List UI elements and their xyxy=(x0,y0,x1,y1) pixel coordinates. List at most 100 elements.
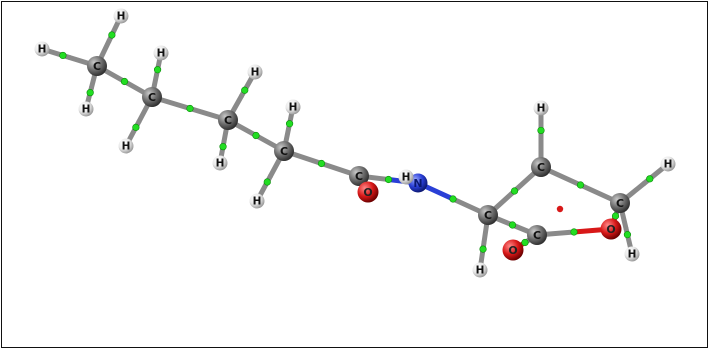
h-atom-sphere xyxy=(113,8,129,24)
atom-label: H xyxy=(664,159,673,171)
o-atom-sphere xyxy=(502,239,524,261)
atom-h1: H xyxy=(113,8,129,24)
atom-h9: H xyxy=(249,193,265,209)
bond-critical-point xyxy=(219,143,227,151)
atom-label: H xyxy=(157,48,166,60)
atom-h10: H xyxy=(398,169,414,185)
bond-critical-point xyxy=(108,31,116,39)
bond-critical-point xyxy=(646,175,654,183)
bond-critical-point xyxy=(86,89,94,97)
atom-h7: H xyxy=(212,155,228,171)
bond-critical-point xyxy=(285,120,294,128)
atom-c9: C xyxy=(610,193,630,213)
atom-o2: O xyxy=(502,239,524,261)
h-atom-sphere xyxy=(285,99,301,115)
bond-critical-point xyxy=(576,181,585,189)
atom-c6: C xyxy=(478,205,498,225)
bond-critical-point xyxy=(449,195,457,203)
atom-label: H xyxy=(289,102,298,114)
atom-label: O xyxy=(508,244,517,257)
atom-h4: H xyxy=(153,45,169,61)
atom-o1: O xyxy=(357,181,379,203)
atom-label: C xyxy=(280,145,288,158)
c-atom-sphere xyxy=(478,205,498,225)
atom-label: C xyxy=(355,170,363,183)
atom-label: H xyxy=(82,104,91,116)
h-atom-sphere xyxy=(247,64,263,80)
c-atom-sphere xyxy=(274,141,294,161)
bond-critical-point xyxy=(263,178,271,186)
c-atom-sphere xyxy=(142,87,162,107)
o-atom-sphere xyxy=(600,218,622,240)
h-atom-sphere xyxy=(249,193,265,209)
bond-critical-point xyxy=(132,123,140,131)
h-atom-sphere xyxy=(533,100,549,116)
atom-h2: H xyxy=(34,41,50,57)
bond-critical-point xyxy=(623,231,632,239)
ring-critical-point xyxy=(556,205,564,213)
atom-c2: C xyxy=(142,87,162,107)
bond-critical-point xyxy=(252,131,260,140)
atom-label: H xyxy=(402,172,411,184)
h-atom-sphere xyxy=(118,138,134,154)
bond-critical-point xyxy=(611,212,620,220)
critical-point-layer xyxy=(59,31,654,253)
atom-h6: H xyxy=(247,64,263,80)
atom-label: H xyxy=(251,67,260,79)
h-atom-sphere xyxy=(472,262,488,278)
bond-critical-point xyxy=(59,51,67,60)
bond-critical-point xyxy=(537,126,545,135)
atom-h14: H xyxy=(624,246,640,262)
c-atom-sphere xyxy=(527,225,547,245)
atom-label: C xyxy=(148,91,156,104)
c-atom-sphere xyxy=(531,157,551,177)
atom-label: N xyxy=(413,177,422,190)
atom-label: C xyxy=(533,229,541,242)
atom-h11: H xyxy=(472,262,488,278)
bond-critical-point xyxy=(384,175,393,184)
h-atom-sphere xyxy=(153,45,169,61)
c-atom-sphere xyxy=(349,166,369,186)
atom-c5: C xyxy=(349,166,369,186)
atom-label: C xyxy=(537,161,545,174)
atom-label: C xyxy=(224,114,232,127)
c-atom-sphere xyxy=(87,56,107,76)
atom-label: H xyxy=(253,196,262,208)
atom-label: H xyxy=(537,103,546,115)
bond-critical-point xyxy=(186,104,194,113)
atom-label: H xyxy=(122,141,131,153)
atom-label: C xyxy=(93,60,101,73)
h-atom-sphere xyxy=(398,169,414,185)
atom-h8: H xyxy=(285,99,301,115)
atom-label: H xyxy=(117,11,126,23)
atom-c4: C xyxy=(274,141,294,161)
atom-h5: H xyxy=(118,138,134,154)
h-atom-sphere xyxy=(624,246,640,262)
atom-label: O xyxy=(606,223,615,236)
atom-label: H xyxy=(38,44,47,56)
atom-label: H xyxy=(476,265,485,277)
atom-label: H xyxy=(628,249,637,261)
bond-critical-point xyxy=(241,86,249,94)
bond-critical-point xyxy=(570,228,578,236)
h-atom-sphere xyxy=(212,155,228,171)
atom-label: C xyxy=(616,197,624,210)
bond-critical-point xyxy=(153,66,162,74)
bond-critical-point xyxy=(521,238,529,247)
atom-label: C xyxy=(484,209,492,222)
o-atom-sphere xyxy=(357,181,379,203)
atom-o3: O xyxy=(600,218,622,240)
c-atom-sphere xyxy=(610,193,630,213)
atom-c1: C xyxy=(87,56,107,76)
atom-c7: C xyxy=(531,157,551,177)
bond-critical-point xyxy=(479,245,487,253)
atom-h3: H xyxy=(78,101,94,117)
atom-h12: H xyxy=(533,100,549,116)
h-atom-sphere xyxy=(78,101,94,117)
atom-label: O xyxy=(363,186,372,199)
h-atom-sphere xyxy=(34,41,50,57)
h-atom-sphere xyxy=(660,156,676,172)
atom-c8: C xyxy=(527,225,547,245)
